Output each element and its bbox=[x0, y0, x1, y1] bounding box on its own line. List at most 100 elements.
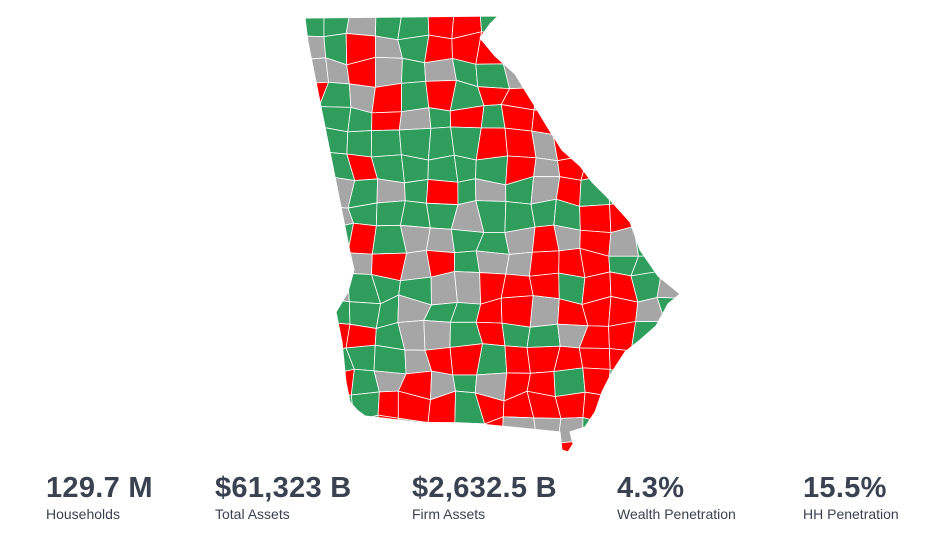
county-region bbox=[552, 110, 584, 135]
county-region bbox=[659, 198, 680, 230]
county-region bbox=[500, 295, 534, 328]
county-region bbox=[500, 439, 538, 452]
county-region bbox=[559, 78, 586, 113]
county-region bbox=[305, 321, 325, 353]
county-region bbox=[347, 414, 379, 448]
county-region bbox=[427, 422, 458, 447]
county-region bbox=[661, 247, 680, 273]
county-region bbox=[656, 32, 680, 62]
county-region bbox=[326, 417, 355, 447]
county-region bbox=[427, 154, 459, 183]
county-region bbox=[452, 374, 478, 394]
county-region bbox=[346, 130, 373, 158]
metric-value: 15.5% bbox=[803, 472, 887, 504]
county-region bbox=[400, 154, 429, 184]
county-region bbox=[305, 297, 321, 325]
county-region bbox=[684, 104, 690, 135]
county-region bbox=[630, 368, 664, 398]
county-region bbox=[606, 102, 639, 137]
county-region bbox=[457, 178, 477, 206]
county-region bbox=[305, 35, 327, 61]
metric-wealth-penetration: 4.3% Wealth Penetration bbox=[617, 470, 736, 522]
county-region bbox=[371, 82, 402, 114]
county-region bbox=[427, 126, 455, 161]
county-region bbox=[530, 198, 557, 228]
county-region bbox=[501, 322, 531, 348]
county-region bbox=[656, 270, 680, 299]
county-region bbox=[582, 367, 611, 397]
county-region bbox=[686, 444, 690, 452]
county-region bbox=[526, 323, 561, 348]
metric-label: Firm Assets bbox=[412, 506, 486, 522]
county-region bbox=[373, 344, 407, 375]
metric-hh-penetration: 15.5% HH Penetration bbox=[803, 470, 899, 522]
county-region bbox=[582, 440, 611, 452]
county-region bbox=[579, 174, 610, 207]
county-region bbox=[631, 395, 661, 419]
county-region bbox=[377, 390, 399, 419]
county-region bbox=[375, 441, 404, 452]
county-region bbox=[453, 154, 477, 183]
county-region bbox=[609, 16, 637, 42]
county-region bbox=[656, 396, 680, 426]
county-region bbox=[319, 127, 349, 155]
county-region bbox=[502, 56, 537, 90]
county-region bbox=[558, 31, 588, 62]
county-region bbox=[428, 107, 452, 129]
county-region bbox=[305, 347, 330, 376]
county-region bbox=[453, 444, 483, 452]
county-region bbox=[607, 157, 642, 181]
county-region bbox=[475, 127, 509, 161]
county-region bbox=[320, 368, 355, 399]
county-region bbox=[660, 343, 680, 378]
county-region bbox=[656, 178, 680, 202]
county-region bbox=[401, 57, 427, 84]
county-region bbox=[554, 391, 586, 419]
county-region bbox=[479, 444, 507, 452]
county-region bbox=[505, 251, 533, 277]
county-region bbox=[630, 321, 666, 352]
county-region bbox=[605, 34, 636, 58]
county-region bbox=[687, 248, 690, 276]
county-region bbox=[632, 414, 661, 442]
county-region bbox=[687, 228, 690, 252]
county-region bbox=[687, 36, 690, 61]
county-region bbox=[348, 301, 382, 329]
county-region bbox=[504, 127, 537, 159]
county-region bbox=[531, 32, 560, 60]
county-region bbox=[345, 16, 377, 37]
county-region bbox=[608, 440, 637, 452]
county-region bbox=[685, 372, 690, 398]
county-region bbox=[319, 222, 355, 255]
county-region bbox=[374, 56, 403, 88]
county-region bbox=[656, 58, 680, 90]
metrics-bar: 129.7 M Households $61,323 B Total Asset… bbox=[0, 470, 950, 540]
county-region bbox=[684, 298, 690, 324]
county-region bbox=[423, 320, 451, 351]
county-region bbox=[689, 323, 690, 348]
county-region bbox=[658, 417, 680, 445]
county-region bbox=[631, 16, 668, 36]
county-region bbox=[659, 224, 680, 257]
county-region bbox=[305, 16, 325, 38]
metric-label: Total Assets bbox=[215, 506, 290, 522]
county-region bbox=[529, 295, 560, 328]
county-region bbox=[606, 82, 634, 104]
county-region bbox=[584, 56, 609, 84]
county-region bbox=[633, 224, 662, 257]
county-region bbox=[580, 102, 609, 137]
county-region bbox=[685, 156, 690, 182]
county-region bbox=[531, 130, 559, 162]
county-region bbox=[659, 130, 680, 162]
county-region bbox=[305, 251, 329, 277]
county-region bbox=[501, 416, 538, 448]
county-region bbox=[580, 78, 609, 112]
county-region bbox=[531, 16, 560, 37]
metric-label: Wealth Penetration bbox=[617, 506, 736, 522]
county-region bbox=[323, 440, 351, 452]
county-region bbox=[557, 417, 584, 444]
county-region bbox=[370, 129, 402, 158]
county-region bbox=[454, 250, 481, 273]
metric-total-assets: $61,323 B Total Assets bbox=[215, 470, 352, 522]
county-region bbox=[528, 272, 560, 300]
